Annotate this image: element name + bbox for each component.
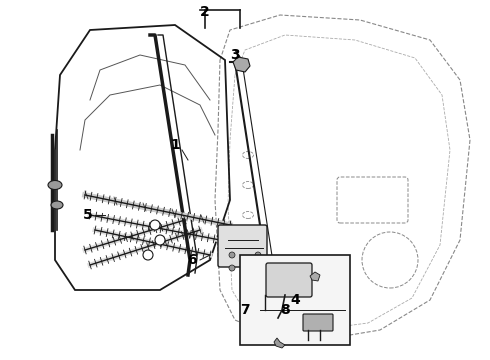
Circle shape — [255, 252, 261, 258]
Polygon shape — [233, 57, 250, 72]
Ellipse shape — [48, 180, 62, 189]
Text: 3: 3 — [230, 48, 240, 62]
Bar — [240, 255, 350, 345]
Text: 1: 1 — [170, 138, 180, 152]
FancyBboxPatch shape — [266, 263, 312, 297]
Text: 4: 4 — [290, 293, 300, 307]
Text: 6: 6 — [187, 253, 197, 267]
Circle shape — [155, 235, 165, 245]
Circle shape — [150, 220, 160, 230]
FancyBboxPatch shape — [218, 225, 267, 267]
Text: 5: 5 — [83, 208, 93, 222]
Ellipse shape — [262, 318, 274, 326]
Circle shape — [143, 250, 153, 260]
Text: 2: 2 — [200, 5, 210, 19]
Text: 8: 8 — [280, 303, 290, 317]
FancyBboxPatch shape — [303, 314, 333, 331]
Polygon shape — [274, 338, 285, 348]
Circle shape — [229, 265, 235, 271]
Ellipse shape — [51, 201, 63, 209]
Text: 7: 7 — [240, 303, 250, 317]
Circle shape — [229, 252, 235, 258]
Polygon shape — [310, 272, 320, 281]
Circle shape — [255, 265, 261, 271]
